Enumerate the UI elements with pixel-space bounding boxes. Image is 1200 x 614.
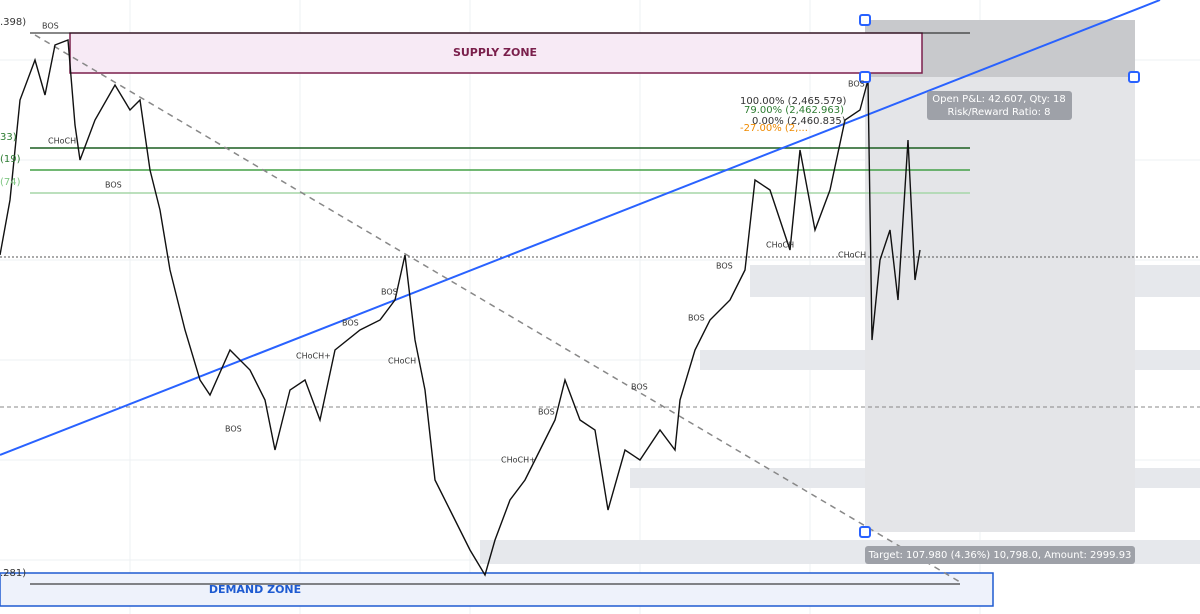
ratio: Risk/Reward Ratio: 8 xyxy=(947,107,1050,118)
fib-label: -27.00% (2,... xyxy=(740,123,808,134)
supply-label: SUPPLY ZONE xyxy=(453,46,537,59)
demand-zone xyxy=(0,572,994,607)
marker: BOS xyxy=(688,314,705,323)
fib-label: 79.00% (2,462.963) xyxy=(744,105,844,116)
side-label: .281) xyxy=(0,568,26,579)
fib-label: 100.00% (2,465.579) xyxy=(740,96,846,107)
fib-label: 0.00% (2,460.835) xyxy=(752,116,846,127)
marker: BOS xyxy=(538,408,555,417)
side-label: 33) xyxy=(0,132,17,143)
marker: BOS xyxy=(42,22,59,31)
handles[interactable] xyxy=(859,14,1140,538)
side-label: (74) xyxy=(0,177,21,188)
marker: BOS xyxy=(848,80,865,89)
side-label: .398) xyxy=(0,17,26,28)
price-series xyxy=(0,39,921,577)
side-label: (19) xyxy=(0,154,21,165)
demand-label: DEMAND ZONE xyxy=(209,583,301,596)
target-box xyxy=(865,546,1135,564)
order-blocks xyxy=(480,20,1200,564)
trendline xyxy=(0,0,1161,456)
pnl-box xyxy=(927,91,1072,120)
pnl: Open P&L: 42.607, Qty: 18 xyxy=(932,94,1065,105)
marker: CHoCH xyxy=(838,251,866,260)
trendline xyxy=(34,34,961,583)
target: Target: 107.980 (4.36%) 10,798.0, Amount… xyxy=(868,550,1132,561)
markers: BOS BOS CHoCH BOS CHoCH+ BOS BOS CHoCH C… xyxy=(42,22,866,465)
marker: CHoCH xyxy=(48,137,76,146)
marker: CHoCH+ xyxy=(296,352,331,361)
marker: CHoCH xyxy=(766,241,794,250)
marker: CHoCH+ xyxy=(501,456,536,465)
marker: BOS xyxy=(105,181,122,190)
marker: BOS xyxy=(225,425,242,434)
marker: BOS xyxy=(381,288,398,297)
marker: BOS xyxy=(342,319,359,328)
marker: BOS xyxy=(631,383,648,392)
marker: CHoCH xyxy=(388,357,416,366)
marker: BOS xyxy=(716,262,733,271)
supply-zone xyxy=(69,32,923,74)
